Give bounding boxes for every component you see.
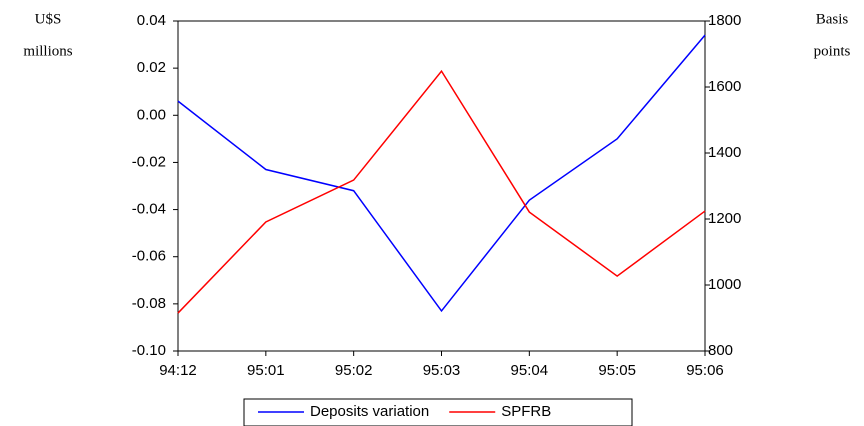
legend-box [243, 398, 633, 426]
x-tick-label: 95:01 [247, 362, 285, 379]
y2-tick-label: 1400 [708, 144, 741, 161]
series-line [177, 69, 706, 314]
y-tick-label: -0.10 [132, 342, 166, 359]
y2-tick-label: 1200 [708, 210, 741, 227]
x-tick-label: 95:03 [423, 362, 461, 379]
y-tick-label: -0.02 [132, 153, 166, 170]
y-axis-label: millions [23, 43, 72, 59]
y-tick-label: 0.02 [137, 59, 166, 76]
y2-tick-label: 1000 [708, 276, 741, 293]
y2-tick-label: 1600 [708, 78, 741, 95]
x-tick-label: 95:02 [335, 362, 373, 379]
y-tick-label: -0.04 [132, 201, 166, 218]
y2-axis-label: points [814, 43, 851, 59]
y2-tick-label: 1800 [708, 12, 741, 29]
x-tick-label: 95:04 [511, 362, 549, 379]
legend-label: SPFRB [501, 403, 551, 420]
y-axis-label: U$S [35, 11, 62, 27]
x-tick-label: 95:05 [598, 362, 636, 379]
legend: Deposits variation SPFRB [243, 398, 633, 426]
legend-label: Deposits variation [310, 403, 429, 420]
y2-tick-label: 800 [708, 342, 733, 359]
y-tick-label: -0.06 [132, 248, 166, 265]
y-tick-label: 0.04 [137, 12, 166, 29]
x-tick-label: 94:12 [159, 362, 197, 379]
x-tick-label: 95:06 [686, 362, 724, 379]
series-line [177, 34, 706, 313]
y2-axis-label: Basis [816, 11, 849, 27]
y-tick-label: -0.08 [132, 295, 166, 312]
y-tick-label: 0.00 [137, 106, 166, 123]
